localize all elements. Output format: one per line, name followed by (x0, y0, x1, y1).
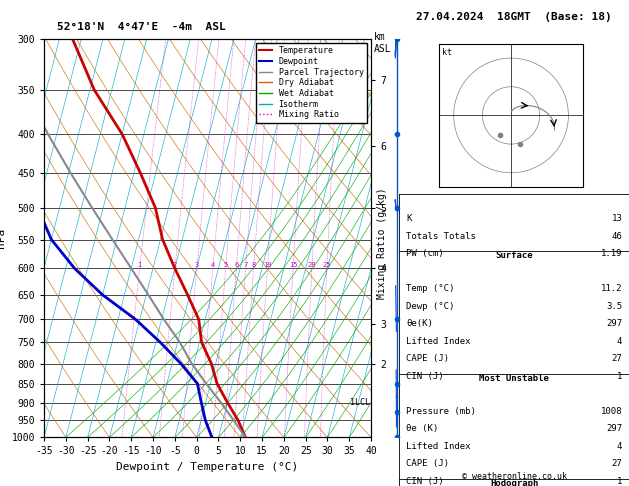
Text: CIN (J): CIN (J) (406, 372, 444, 381)
Text: 297: 297 (606, 424, 622, 434)
Text: Totals Totals: Totals Totals (406, 232, 476, 241)
Text: PW (cm): PW (cm) (406, 249, 444, 259)
Text: © weatheronline.co.uk: © weatheronline.co.uk (462, 472, 567, 481)
Text: 27.04.2024  18GMT  (Base: 18): 27.04.2024 18GMT (Base: 18) (416, 12, 612, 22)
Text: 6: 6 (234, 262, 238, 268)
Text: 15: 15 (289, 262, 298, 268)
Text: θe(K): θe(K) (406, 319, 433, 329)
Y-axis label: hPa: hPa (0, 228, 6, 248)
Text: Pressure (mb): Pressure (mb) (406, 407, 476, 416)
Text: Dewp (°C): Dewp (°C) (406, 302, 455, 311)
Text: 2: 2 (173, 262, 177, 268)
Text: 3: 3 (195, 262, 199, 268)
Text: 1.19: 1.19 (601, 249, 622, 259)
Text: 46: 46 (611, 232, 622, 241)
Text: 1: 1 (617, 372, 622, 381)
Text: 13: 13 (611, 214, 622, 224)
Text: Surface: Surface (496, 251, 533, 260)
Text: 25: 25 (323, 262, 331, 268)
Text: 4: 4 (617, 442, 622, 451)
Text: Hodograph: Hodograph (490, 479, 538, 486)
Text: Lifted Index: Lifted Index (406, 337, 470, 346)
Text: 8: 8 (252, 262, 256, 268)
X-axis label: Dewpoint / Temperature (°C): Dewpoint / Temperature (°C) (116, 462, 299, 472)
Text: Mixing Ratio (g/kg): Mixing Ratio (g/kg) (377, 187, 387, 299)
Text: 20: 20 (308, 262, 316, 268)
Text: 52°18'N  4°47'E  -4m  ASL: 52°18'N 4°47'E -4m ASL (57, 22, 225, 32)
Text: 4: 4 (211, 262, 215, 268)
Text: 1LCL: 1LCL (350, 398, 370, 407)
Text: CAPE (J): CAPE (J) (406, 459, 449, 469)
Text: 10: 10 (263, 262, 272, 268)
Text: 4: 4 (617, 337, 622, 346)
Text: Temp (°C): Temp (°C) (406, 284, 455, 294)
Text: 27: 27 (611, 354, 622, 364)
Text: 5: 5 (223, 262, 228, 268)
Text: CAPE (J): CAPE (J) (406, 354, 449, 364)
Text: θe (K): θe (K) (406, 424, 438, 434)
Text: K: K (406, 214, 411, 224)
Text: 1: 1 (617, 477, 622, 486)
Text: Lifted Index: Lifted Index (406, 442, 470, 451)
Text: 11.2: 11.2 (601, 284, 622, 294)
Text: 1008: 1008 (601, 407, 622, 416)
Text: 7: 7 (243, 262, 248, 268)
Text: 297: 297 (606, 319, 622, 329)
Text: CIN (J): CIN (J) (406, 477, 444, 486)
Text: kt: kt (442, 48, 452, 57)
Text: 3.5: 3.5 (606, 302, 622, 311)
Text: Most Unstable: Most Unstable (479, 374, 549, 383)
Text: 1: 1 (138, 262, 142, 268)
Text: 27: 27 (611, 459, 622, 469)
Legend: Temperature, Dewpoint, Parcel Trajectory, Dry Adiabat, Wet Adiabat, Isotherm, Mi: Temperature, Dewpoint, Parcel Trajectory… (256, 43, 367, 122)
Text: km: km (374, 32, 386, 42)
Text: ASL: ASL (374, 44, 392, 54)
